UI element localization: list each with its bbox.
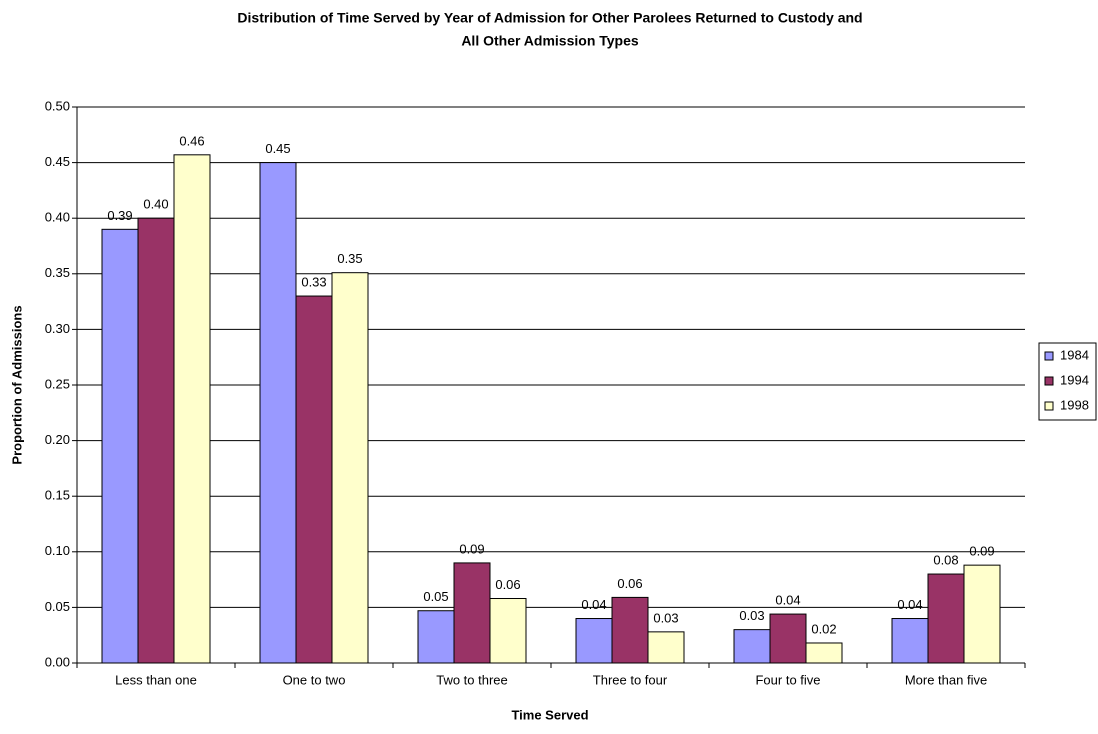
value-label: 0.05 — [423, 589, 448, 604]
bar — [611, 596, 649, 664]
value-label: 0.06 — [617, 576, 642, 591]
value-label: 0.03 — [739, 608, 764, 623]
value-label: 0.39 — [107, 208, 132, 223]
bar — [101, 228, 139, 664]
y-tick-label: 0.30 — [45, 321, 70, 336]
bar — [805, 642, 843, 664]
y-axis-label: Proportion of Admissions — [9, 305, 24, 464]
value-label: 0.46 — [179, 133, 204, 148]
legend-swatch — [1044, 376, 1054, 386]
bar — [733, 629, 771, 664]
value-label: 0.09 — [969, 544, 994, 559]
value-label: 0.06 — [495, 577, 520, 592]
bar — [891, 618, 929, 664]
bar — [173, 154, 211, 664]
value-label: 0.04 — [897, 597, 922, 612]
bar — [927, 573, 965, 664]
y-tick-label: 0.50 — [45, 98, 70, 113]
x-tick-label: More than five — [905, 672, 987, 687]
bar — [259, 162, 297, 664]
y-tick-label: 0.15 — [45, 488, 70, 503]
value-label: 0.45 — [265, 141, 290, 156]
y-tick-label: 0.45 — [45, 154, 70, 169]
bar — [417, 610, 455, 664]
x-tick-label: Four to five — [755, 672, 820, 687]
y-tick-label: 0.40 — [45, 210, 70, 225]
bar — [295, 295, 333, 664]
bar — [575, 618, 613, 664]
legend-swatch — [1044, 401, 1054, 411]
chart-title: Distribution of Time Served by Year of A… — [237, 10, 862, 26]
x-axis-label: Time Served — [511, 707, 588, 722]
y-tick-label: 0.00 — [45, 654, 70, 669]
bar — [453, 562, 491, 664]
legend-swatch — [1044, 351, 1054, 361]
x-tick-label: One to two — [283, 672, 346, 687]
value-label: 0.40 — [143, 197, 168, 212]
y-tick-label: 0.25 — [45, 376, 70, 391]
value-label: 0.09 — [459, 541, 484, 556]
legend-label: 1984 — [1060, 347, 1089, 362]
x-tick-label: Less than one — [115, 672, 197, 687]
x-tick-label: Two to three — [436, 672, 508, 687]
value-label: 0.04 — [581, 597, 606, 612]
x-tick-label: Three to four — [593, 672, 668, 687]
bar — [331, 272, 369, 664]
bar — [489, 598, 527, 664]
bar — [963, 564, 1001, 664]
legend-label: 1994 — [1060, 372, 1089, 387]
y-tick-label: 0.05 — [45, 599, 70, 614]
value-label: 0.08 — [933, 552, 958, 567]
y-tick-label: 0.35 — [45, 265, 70, 280]
value-label: 0.35 — [337, 251, 362, 266]
chart-title: All Other Admission Types — [461, 33, 639, 49]
legend-label: 1998 — [1060, 397, 1089, 412]
bar — [647, 631, 685, 664]
y-tick-label: 0.20 — [45, 432, 70, 447]
value-label: 0.04 — [775, 593, 800, 608]
bar — [137, 217, 175, 664]
value-label: 0.02 — [811, 621, 836, 636]
value-label: 0.33 — [301, 274, 326, 289]
bar — [769, 613, 807, 664]
y-tick-label: 0.10 — [45, 543, 70, 558]
value-label: 0.03 — [653, 610, 678, 625]
